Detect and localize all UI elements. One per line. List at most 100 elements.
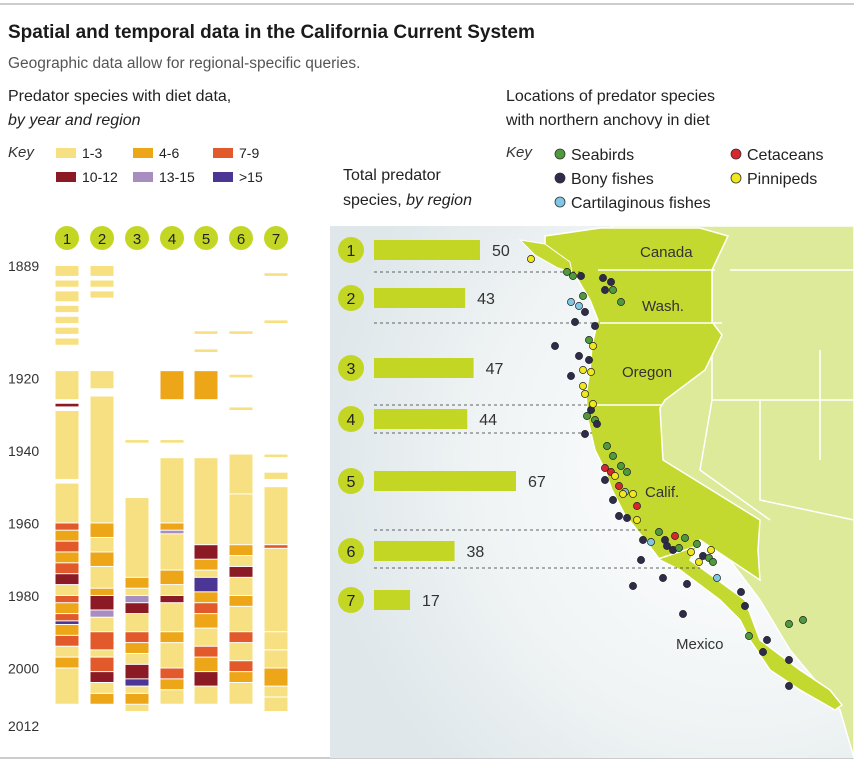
location-dot-64	[637, 556, 645, 564]
boundary-3	[759, 400, 854, 521]
location-dot-32	[609, 452, 617, 460]
heatmap-cell-r5-6	[194, 559, 218, 570]
heatmap-region-circle-7	[264, 226, 288, 250]
location-legend-label-1: Seabirds	[571, 147, 634, 164]
heatmap-cell-r2-15	[90, 650, 114, 657]
left-heading-line1: Predator species with diet data,	[8, 88, 232, 105]
heatmap-cell-r1-12	[55, 523, 79, 530]
heatmap-cell-r5-12	[194, 628, 218, 646]
heatmap-cell-r2-14	[90, 632, 114, 650]
heatmap-cell-r3-12	[125, 679, 149, 686]
heatmap-region-number-2: 2	[98, 231, 106, 248]
location-dot-51	[647, 538, 655, 546]
location-legend-dot-5	[554, 196, 566, 208]
location-dot-66	[713, 574, 721, 582]
heatmap-cell-r1-3	[55, 291, 79, 302]
total-region-circle-4	[338, 406, 364, 432]
heatmap-cell-r6-5	[229, 494, 253, 545]
heatmap-cell-r1-9	[55, 403, 79, 407]
location-dot-12	[581, 308, 589, 316]
heatmap-cell-r3-8	[125, 632, 149, 643]
heatmap-cell-r3-1	[125, 440, 149, 443]
heatmap-cell-r6-10	[229, 595, 253, 606]
heatmap-cell-r4-14	[160, 679, 184, 690]
middle-heading-line1: Total predator	[343, 167, 441, 184]
location-dot-17	[551, 342, 559, 350]
year-tick-1920: 1920	[8, 370, 39, 386]
heatmap-cell-r3-6	[125, 603, 149, 614]
heatmap-cell-r1-1	[55, 266, 79, 276]
total-region-circle-7	[338, 587, 364, 613]
heatmap-region-circle-4	[160, 226, 184, 250]
location-dot-39	[615, 482, 623, 490]
location-dot-47	[633, 516, 641, 524]
location-dot-36	[611, 472, 619, 480]
middle-heading-byregion: by region	[406, 192, 472, 209]
heatmap-cell-r1-25	[55, 646, 79, 657]
total-region-number-5: 5	[347, 474, 356, 491]
heatmap-cell-r6-9	[229, 577, 253, 595]
heatmap-cell-r7-5	[264, 487, 288, 545]
heatmap-cell-r7-6	[264, 545, 288, 548]
total-region-circle-5	[338, 468, 364, 494]
total-bar-value-2: 43	[477, 291, 495, 308]
location-dot-50	[639, 536, 647, 544]
heatmap-cell-r6-1	[229, 331, 253, 334]
heatmap-cell-r2-2	[90, 280, 114, 287]
year-tick-1889: 1889	[8, 258, 39, 274]
location-dot-68	[683, 580, 691, 588]
heatmap-cell-r6-13	[229, 643, 253, 661]
location-dot-76	[785, 682, 793, 690]
right-heading-line1: Locations of predator species	[506, 88, 716, 105]
heatmap-cell-r6-2	[229, 374, 253, 378]
heatmap-cell-r4-6	[160, 534, 184, 570]
heatmap-cell-r2-3	[90, 291, 114, 298]
location-dot-58	[687, 548, 695, 556]
location-dot-74	[759, 648, 767, 656]
right-heading-line2: with northern anchovy in diet	[506, 112, 710, 129]
heatmap-cell-r7-2	[264, 320, 288, 324]
heatmap-region-circle-1	[55, 226, 79, 250]
total-region-number-6: 6	[347, 544, 356, 561]
heatmap-cell-r4-7	[160, 570, 184, 585]
location-legend-label-3: Bony fishes	[571, 171, 654, 188]
location-dot-37	[623, 468, 631, 476]
location-dot-42	[629, 490, 637, 498]
total-bar-value-7: 17	[422, 593, 440, 610]
heatmap-cell-r2-10	[90, 588, 114, 595]
location-dot-13	[617, 298, 625, 306]
heatmap-cell-r2-4	[90, 371, 114, 389]
heatmap-cell-r1-4	[55, 305, 79, 313]
location-dot-24	[579, 382, 587, 390]
location-dot-8	[609, 286, 617, 294]
location-dot-75	[785, 656, 793, 664]
heatmap-cell-r1-27	[55, 668, 79, 704]
diet-legend-swatch-6	[213, 172, 233, 182]
heatmap-cell-r7-9	[264, 650, 288, 668]
heatmap-cell-r1-19	[55, 595, 79, 603]
heatmap-cell-r5-3	[194, 371, 218, 400]
map-label-wash: Wash.	[642, 298, 684, 315]
heatmap-cell-r2-13	[90, 617, 114, 632]
heatmap-region-circle-2	[90, 226, 114, 250]
heatmap-cell-r1-2	[55, 280, 79, 287]
diet-legend-label-2: 4-6	[159, 145, 179, 161]
map: Canada Wash. Oregon Calif. Mexico	[330, 225, 854, 759]
location-dot-60	[707, 546, 715, 554]
heatmap-cell-r5-10	[194, 603, 218, 614]
heatmap-cell-r1-6	[55, 327, 79, 334]
location-dot-19	[575, 352, 583, 360]
location-dot-45	[615, 512, 623, 520]
total-bar-value-3: 47	[486, 361, 504, 378]
total-region-number-7: 7	[347, 593, 356, 610]
heatmap-cell-r3-9	[125, 643, 149, 653]
heatmap-cell-r1-24	[55, 635, 79, 646]
chart-subtitle: Geographic data allow for regional-speci…	[8, 55, 361, 72]
heatmap-cell-r4-1	[160, 371, 184, 400]
heatmap-cell-r2-12	[90, 610, 114, 617]
location-dot-25	[581, 390, 589, 398]
location-dot-79	[589, 400, 597, 408]
heatmap-cell-r4-2	[160, 440, 184, 443]
diet-legend-label-3: 7-9	[239, 145, 259, 161]
location-dot-72	[799, 616, 807, 624]
